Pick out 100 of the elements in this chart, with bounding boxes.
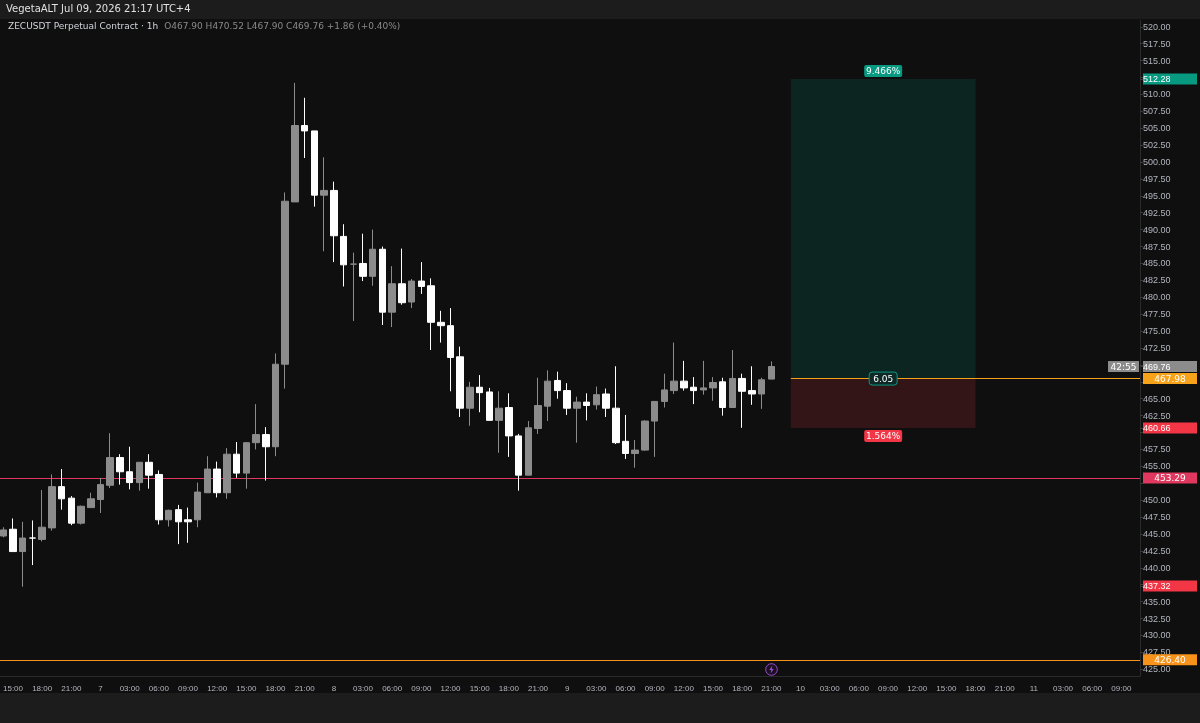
x-tick-label: 18:00 — [965, 683, 987, 693]
x-tick-label: 9 — [564, 683, 570, 693]
x-tick-label: 03:00 — [819, 683, 841, 693]
candlestick — [116, 453, 124, 486]
x-tick-label: 11 — [1029, 683, 1039, 693]
candlestick — [554, 371, 561, 400]
candlestick — [58, 468, 65, 511]
y-tick-label: 492.50 — [1143, 207, 1171, 218]
ref-line-label: 426.40 — [1154, 654, 1187, 665]
candlestick — [165, 509, 172, 528]
x-tick-label: 03:00 — [353, 683, 374, 693]
candlestick — [359, 233, 367, 282]
candlestick — [437, 310, 445, 344]
y-tick-label: 480.00 — [1143, 292, 1171, 303]
x-tick-label: 03:00 — [586, 683, 607, 693]
candlestick — [145, 453, 153, 490]
candlestick — [204, 455, 211, 494]
x-tick-label: 06:00 — [382, 683, 403, 693]
candlestick — [243, 441, 250, 490]
y-tick-label: 457.50 — [1143, 444, 1171, 455]
x-tick-label: 18:00 — [732, 683, 753, 693]
y-tick-label: 450.00 — [1143, 495, 1171, 506]
candlestick — [476, 374, 483, 413]
y-tick-label: 517.50 — [1143, 38, 1171, 49]
ref-line-label: 467.98 — [1154, 373, 1187, 384]
candlestick — [311, 130, 318, 208]
x-tick-label: 09:00 — [411, 683, 432, 693]
y-tick-label: 497.50 — [1143, 173, 1171, 184]
candlestick — [700, 360, 707, 396]
candlestick — [447, 307, 454, 392]
y-tick-label: 475.00 — [1143, 326, 1171, 337]
x-tick-label: 15:00 — [703, 683, 724, 693]
y-tick-label: 495.00 — [1143, 190, 1171, 201]
chart-subtitle: O467.90 H470.52 L467.90 C469.76 +1.86 (+0.40%) — [164, 21, 401, 31]
y-tick-label: 469.76 — [1143, 361, 1171, 372]
candlestick — [729, 349, 736, 409]
x-tick-label: 12:00 — [207, 683, 228, 693]
candlestick — [379, 246, 386, 326]
x-tick-label: 06:00 — [148, 683, 170, 693]
candlestick — [48, 473, 56, 532]
y-tick-label: 442.50 — [1143, 545, 1171, 556]
x-tick-label: 15:00 — [236, 683, 257, 693]
candlestick — [622, 414, 629, 460]
candlestick — [505, 392, 513, 458]
candlestick — [641, 419, 649, 452]
candlestick — [68, 495, 75, 526]
candlestick — [495, 390, 503, 454]
candlestick — [126, 446, 133, 490]
candlestick — [758, 377, 765, 410]
x-tick-label: 18:00 — [32, 683, 53, 693]
x-tick-label: 21:00 — [61, 683, 82, 693]
candlestick — [272, 352, 279, 457]
x-tick-label: 12:00 — [440, 683, 462, 693]
candlestick — [0, 526, 7, 538]
annotation: 6.05 — [873, 373, 894, 384]
chart-title: ZECUSDT Perpetual Contract · 1h — [8, 21, 159, 31]
candlestick — [563, 382, 571, 416]
candlestick — [583, 392, 590, 421]
x-tick-label: 8 — [331, 683, 337, 693]
y-tick-label: 462.50 — [1143, 410, 1171, 421]
y-tick-label: 477.50 — [1143, 309, 1171, 320]
y-tick-label: 437.32 — [1143, 580, 1171, 591]
y-tick-label: 425.00 — [1143, 664, 1171, 675]
x-tick-label: 21:00 — [528, 683, 549, 693]
ref-line-label: 453.29 — [1154, 472, 1187, 483]
candlestick — [213, 461, 221, 498]
x-tick-label: 09:00 — [644, 683, 666, 693]
candlestick — [281, 191, 289, 390]
y-tick-label: 487.50 — [1143, 241, 1171, 252]
x-tick-label: 09:00 — [1111, 683, 1132, 693]
x-tick-label: 03:00 — [119, 683, 141, 693]
y-tick-label: 512.28 — [1143, 73, 1171, 84]
candlestick — [87, 492, 95, 509]
candlestick — [573, 396, 581, 444]
y-tick-label: 485.00 — [1143, 258, 1171, 269]
y-tick-label: 447.50 — [1143, 512, 1171, 523]
candlestick — [340, 223, 347, 287]
y-tick-label: 515.00 — [1143, 55, 1171, 66]
candlestick — [301, 97, 308, 159]
candlestick — [223, 447, 231, 500]
candlestick — [398, 248, 406, 306]
candlestick — [408, 278, 415, 309]
candlestick — [320, 156, 328, 252]
candlestick — [768, 360, 775, 380]
candlestick — [719, 377, 726, 417]
y-tick-label: 502.50 — [1143, 140, 1171, 151]
candlestick — [369, 229, 376, 287]
candlestick — [136, 461, 143, 492]
candlestick — [350, 252, 357, 322]
candlestick — [525, 420, 532, 476]
x-tick-label: 10 — [796, 683, 806, 693]
x-tick-label: 12:00 — [673, 683, 695, 693]
candlestick — [291, 82, 299, 203]
y-tick-label: 432.50 — [1143, 613, 1171, 624]
candlestick — [466, 381, 474, 427]
candlestick — [175, 504, 182, 545]
candlestick — [631, 439, 639, 469]
candlestick — [738, 373, 746, 429]
candlestick — [9, 517, 17, 553]
y-tick-label: 430.00 — [1143, 630, 1171, 641]
